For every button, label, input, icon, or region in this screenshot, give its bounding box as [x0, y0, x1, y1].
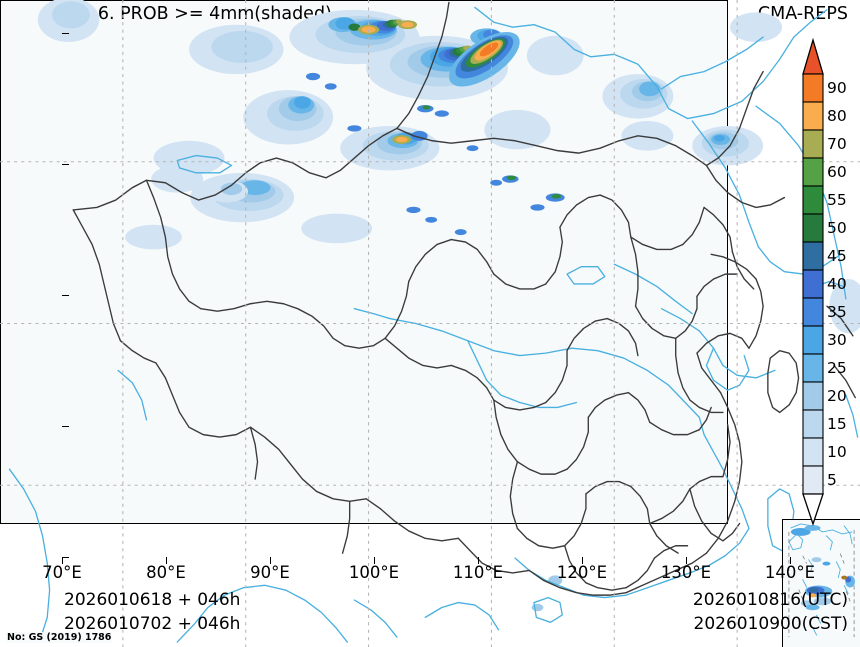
- xtick-label-70: 70°E: [42, 563, 82, 582]
- colorbar-label-50: 50: [827, 219, 847, 237]
- precip-shading: [37, 0, 860, 612]
- colorbar-label-20: 20: [827, 387, 847, 405]
- footer-init-time-2: 2026010702 + 046h: [64, 614, 241, 634]
- page-title: rain6. PROB >= 4mm(shaded): [64, 4, 332, 24]
- colorbar-label-60: 60: [827, 163, 847, 181]
- xtick-140: [790, 557, 791, 564]
- footer-valid-cst: 2026010900(CST): [693, 614, 848, 634]
- colorbar-label-30: 30: [827, 331, 847, 349]
- colorbar[interactable]: 90 80 70 60 55 50 45 40 35 30 25 20 15 1…: [801, 38, 859, 526]
- xtick-label-140: 140°E: [764, 563, 816, 582]
- xtick-90: [270, 557, 271, 564]
- colorbar-label-70: 70: [827, 135, 847, 153]
- colorbar-label-5: 5: [827, 471, 837, 489]
- ytick-35: [62, 295, 69, 296]
- colorbar-label-25: 25: [827, 359, 847, 377]
- colorbar-label-55: 55: [827, 191, 847, 209]
- model-label: CMA-REPS: [757, 4, 848, 24]
- ytick-25: [62, 426, 69, 427]
- xtick-label-120: 120°E: [556, 563, 608, 582]
- xtick-130: [686, 557, 687, 564]
- colorbar-over-arrow: [802, 38, 824, 75]
- footer-valid-utc: 2026010816(UTC): [692, 590, 848, 610]
- colorbar-label-40: 40: [827, 275, 847, 293]
- colorbar-under-arrow: [802, 493, 824, 526]
- colorbar-label-10: 10: [827, 443, 847, 461]
- ytick-45: [62, 164, 69, 165]
- xtick-120: [582, 557, 583, 564]
- xtick-label-110: 110°E: [452, 563, 504, 582]
- colorbar-label-35: 35: [827, 303, 847, 321]
- ytick-15: [62, 557, 69, 558]
- colorbar-label-90: 90: [827, 79, 847, 97]
- footer-init-time-1: 2026010618 + 046h: [64, 590, 241, 610]
- xtick-80: [166, 557, 167, 564]
- colorbar-swatches: [802, 38, 824, 526]
- colorbar-label-15: 15: [827, 415, 847, 433]
- xtick-70: [62, 557, 63, 564]
- xtick-label-100: 100°E: [348, 563, 400, 582]
- xtick-110: [478, 557, 479, 564]
- xtick-label-130: 130°E: [660, 563, 712, 582]
- colorbar-label-45: 45: [827, 247, 847, 265]
- colorbar-label-80: 80: [827, 107, 847, 125]
- xtick-label-80: 80°E: [146, 563, 186, 582]
- xtick-label-90: 90°E: [250, 563, 290, 582]
- xtick-100: [374, 557, 375, 564]
- ytick-55: [62, 33, 69, 34]
